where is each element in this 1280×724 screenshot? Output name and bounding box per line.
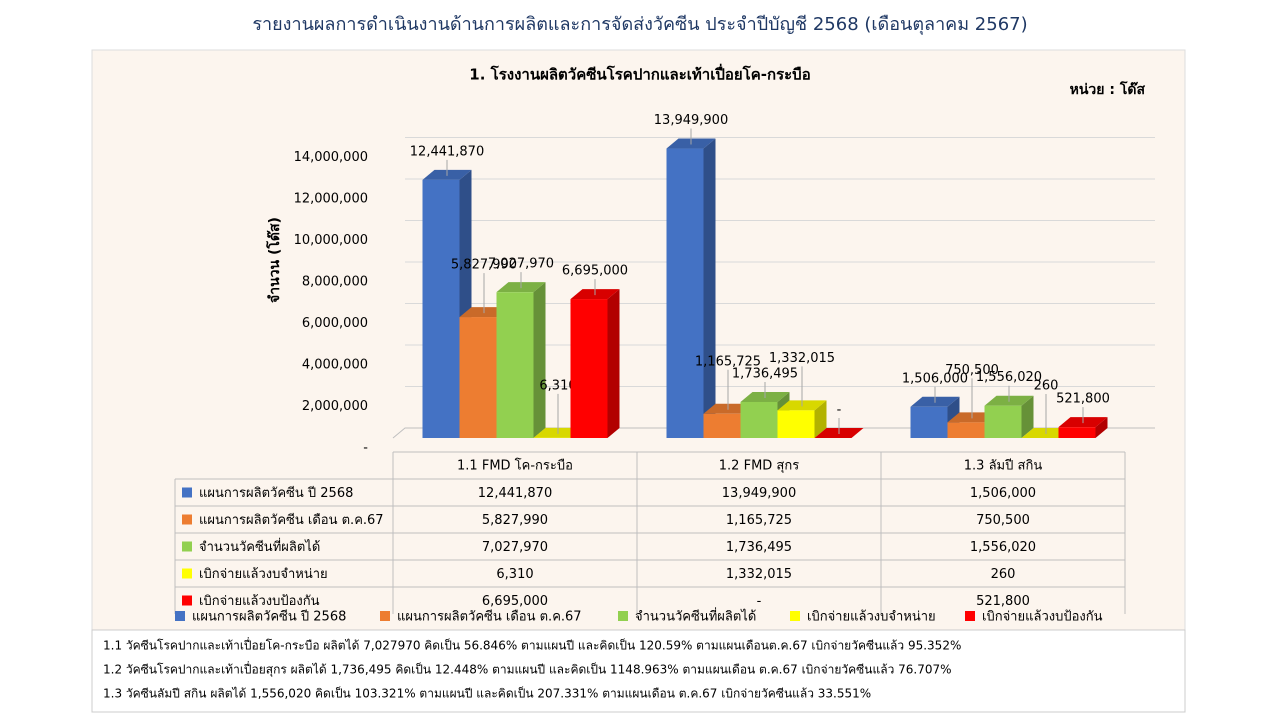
table-row-label: แผนการผลิตวัคซีน ปี 2568 [199,485,353,501]
y-axis-label: จำนวน (โด๊ส) [265,217,283,303]
table-cell: 7,027,970 [482,540,548,555]
legend-key [618,611,628,621]
legend-label: เบิกจ่ายแล้วงบจำหน่าย [807,610,936,625]
table-cell: 13,949,900 [722,486,796,501]
data-label: 6,695,000 [562,264,628,279]
table-cell: 260 [991,567,1016,582]
bar [460,317,497,438]
table-cell: 5,827,990 [482,513,548,528]
legend-key [790,611,800,621]
bar [571,299,608,438]
table-cell: 750,500 [976,513,1030,528]
table-row-label: เบิกจ่ายแล้วงบจำหน่าย [199,567,328,582]
y-tick-label: - [363,441,368,456]
y-tick-label: 6,000,000 [302,316,368,331]
note: 1.1 วัคซีนโรคปากและเท้าเปื่อยโค-กระบือ ผ… [103,637,961,653]
table-legend-key [182,596,192,606]
page-title: รายงานผลการดำเนินงานด้านการผลิตและการจัด… [252,14,1027,35]
table-cell: 521,800 [976,594,1030,609]
note: 1.3 วัคซีนลัมปี สกิน ผลิตได้ 1,556,020 ค… [103,686,871,701]
data-label: - [837,403,842,418]
unit-label: หน่วย : โด๊ส [1070,80,1146,98]
table-cell: 6,310 [496,567,533,582]
x-tick-label: 1.3 ลัมปี สกิน [964,458,1043,474]
bar [1059,427,1096,438]
y-tick-label: 14,000,000 [294,150,368,165]
table-cell: 12,441,870 [478,486,552,501]
table-row-label: เบิกจ่ายแล้วงบป้องกัน [199,594,320,609]
data-label: 260 [1034,378,1059,393]
bar [497,292,534,438]
bar [948,422,985,438]
table-cell: 1,506,000 [970,486,1036,501]
bar-side [534,282,546,438]
table-legend-key [182,542,192,552]
table-legend-key [182,569,192,579]
table-cell: 1,556,020 [970,540,1036,555]
legend-label: แผนการผลิตวัคซีน ปี 2568 [192,609,346,625]
y-tick-label: 12,000,000 [294,192,368,207]
legend-key [380,611,390,621]
data-label: 1,556,020 [976,370,1042,385]
bar [741,402,778,438]
y-tick-label: 4,000,000 [302,358,368,373]
y-tick-label: 10,000,000 [294,233,368,248]
legend-key [965,611,975,621]
table-row-label: จำนวนวัคซีนที่ผลิตได้ [199,538,320,555]
data-label: 12,441,870 [410,144,484,159]
table-cell: 1,736,495 [726,540,792,555]
legend-key [175,611,185,621]
data-label: 521,800 [1056,392,1110,407]
data-label: 7,027,970 [488,257,554,272]
table-cell: 1,332,015 [726,567,792,582]
data-label: 13,949,900 [654,113,728,128]
note: 1.2 วัคซีนโรคปากและเท้าเปื่อยสุกร ผลิตได… [103,661,952,678]
table-cell: 1,165,725 [726,513,792,528]
bar [778,410,815,438]
legend-label: จำนวนวัคซีนที่ผลิตได้ [635,608,756,625]
data-label: 1,332,015 [769,351,835,366]
legend-label: เบิกจ่ายแล้วงบป้องกัน [982,610,1103,625]
y-tick-label: 8,000,000 [302,275,368,290]
table-cell: - [757,594,762,609]
y-tick-label: 2,000,000 [302,399,368,414]
table-cell: 6,695,000 [482,594,548,609]
table-legend-key [182,488,192,498]
bar-side [704,139,716,438]
data-label: 1,736,495 [732,366,798,381]
x-tick-label: 1.2 FMD สุกร [719,459,799,474]
bar [911,407,948,438]
chart-title: 1. โรงงานผลิตวัคซีนโรคปากและเท้าเปื่อยโค… [469,64,810,84]
bar [985,406,1022,438]
bar [704,414,741,438]
table-legend-key [182,515,192,525]
x-tick-label: 1.1 FMD โค-กระบือ [457,458,573,474]
bar [423,180,460,438]
legend-label: แผนการผลิตวัคซีน เดือน ต.ค.67 [397,609,582,625]
bar-side [608,289,620,438]
table-row-label: แผนการผลิตวัคซีน เดือน ต.ค.67 [199,512,384,528]
bar [667,149,704,438]
